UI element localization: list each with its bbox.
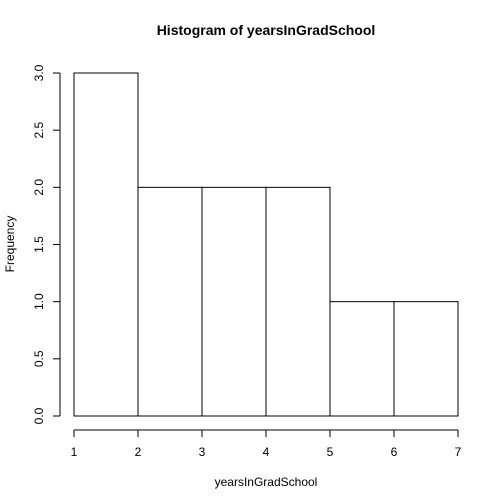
y-tick-label: 0.0 — [32, 407, 46, 424]
y-tick-label: 0.5 — [32, 350, 46, 367]
x-tick-label: 2 — [135, 445, 142, 459]
x-tick-label: 3 — [199, 445, 206, 459]
x-tick-label: 6 — [391, 445, 398, 459]
y-tick-label: 2.0 — [32, 179, 46, 196]
x-axis-label: yearsInGradSchool — [215, 475, 318, 489]
y-tick-label: 1.5 — [32, 236, 46, 253]
x-axis: 1 2 3 4 5 6 7 — [71, 429, 462, 459]
histogram-bar-1 — [73, 72, 139, 417]
bars-group — [73, 72, 459, 417]
histogram-bar-6 — [393, 301, 459, 417]
x-tick-label: 4 — [263, 445, 270, 459]
histogram-bar-4 — [265, 186, 331, 417]
x-tick-label: 7 — [455, 445, 462, 459]
histogram-bar-5 — [329, 301, 395, 417]
y-tick-label: 1.0 — [32, 293, 46, 310]
y-axis: 0.0 0.5 1.0 1.5 2.0 2.5 3.0 — [32, 64, 61, 424]
histogram-bar-3 — [201, 186, 267, 417]
y-tick-label: 3.0 — [32, 64, 46, 81]
y-axis-label: Frequency — [3, 216, 17, 273]
y-tick-label: 2.5 — [32, 122, 46, 139]
x-tick-label: 5 — [327, 445, 334, 459]
chart-title: Histogram of yearsInGradSchool — [157, 22, 376, 38]
histogram-bar-2 — [137, 186, 203, 417]
x-tick-label: 1 — [71, 445, 78, 459]
